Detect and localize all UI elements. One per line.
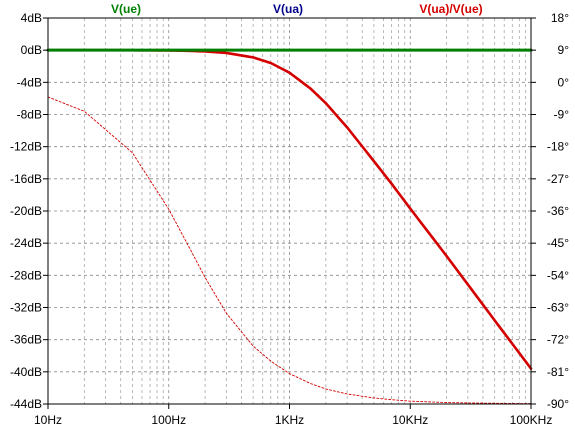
left-tick-label: -40dB	[10, 365, 42, 379]
left-axis-ticks: 4dB 0dB -4dB -8dB -12dB -16dB -20dB -24dB -28dB -…	[10, 11, 48, 411]
right-tick-label: 0°	[558, 75, 570, 89]
right-tick-label: -9°	[554, 108, 570, 122]
right-tick-label: -36°	[547, 204, 569, 218]
right-tick-label: -18°	[547, 140, 569, 154]
legend: V(ue) V(ua) V(ua)/V(ue)	[111, 2, 483, 16]
left-tick-label: 4dB	[21, 11, 42, 25]
bottom-axis-ticks: 10Hz 100Hz 1KHz 10KHz 100KHz	[34, 404, 552, 427]
bottom-tick-label: 10Hz	[34, 413, 62, 427]
left-tick-label: -12dB	[10, 140, 42, 154]
right-tick-label: -63°	[547, 301, 569, 315]
legend-entry: V(ua)/V(ue)	[419, 2, 482, 16]
bottom-tick-label: 1KHz	[275, 413, 304, 427]
left-tick-label: -16dB	[10, 172, 42, 186]
left-tick-label: -20dB	[10, 204, 42, 218]
right-tick-label: -45°	[547, 236, 569, 250]
right-tick-label: -54°	[547, 268, 569, 282]
right-tick-label: -81°	[547, 365, 569, 379]
left-tick-label: -44dB	[10, 397, 42, 411]
major-grid	[48, 18, 531, 404]
series-layer	[46, 48, 533, 405]
bottom-tick-label: 100Hz	[151, 413, 186, 427]
right-tick-label: -27°	[547, 172, 569, 186]
right-tick-label: 18°	[551, 11, 569, 25]
left-tick-label: -24dB	[10, 236, 42, 250]
bottom-tick-label: 10KHz	[392, 413, 428, 427]
left-tick-label: -28dB	[10, 268, 42, 282]
left-tick-label: -8dB	[17, 108, 42, 122]
right-tick-label: 9°	[558, 43, 570, 57]
left-tick-label: -4dB	[17, 75, 42, 89]
series-ratio-phase-line	[47, 96, 532, 405]
left-tick-label: 0dB	[21, 43, 42, 57]
right-axis-ticks: 18° 9° 0° -9° -18° -27° -36° -45° -54° -63° -72° -8…	[531, 11, 569, 411]
legend-entry: V(ue)	[111, 2, 141, 16]
left-tick-label: -36dB	[10, 333, 42, 347]
left-tick-label: -32dB	[10, 301, 42, 315]
right-tick-label: -72°	[547, 333, 569, 347]
right-tick-label: -90°	[547, 397, 569, 411]
legend-entry: V(ua)	[273, 2, 303, 16]
bottom-tick-label: 100KHz	[510, 413, 553, 427]
